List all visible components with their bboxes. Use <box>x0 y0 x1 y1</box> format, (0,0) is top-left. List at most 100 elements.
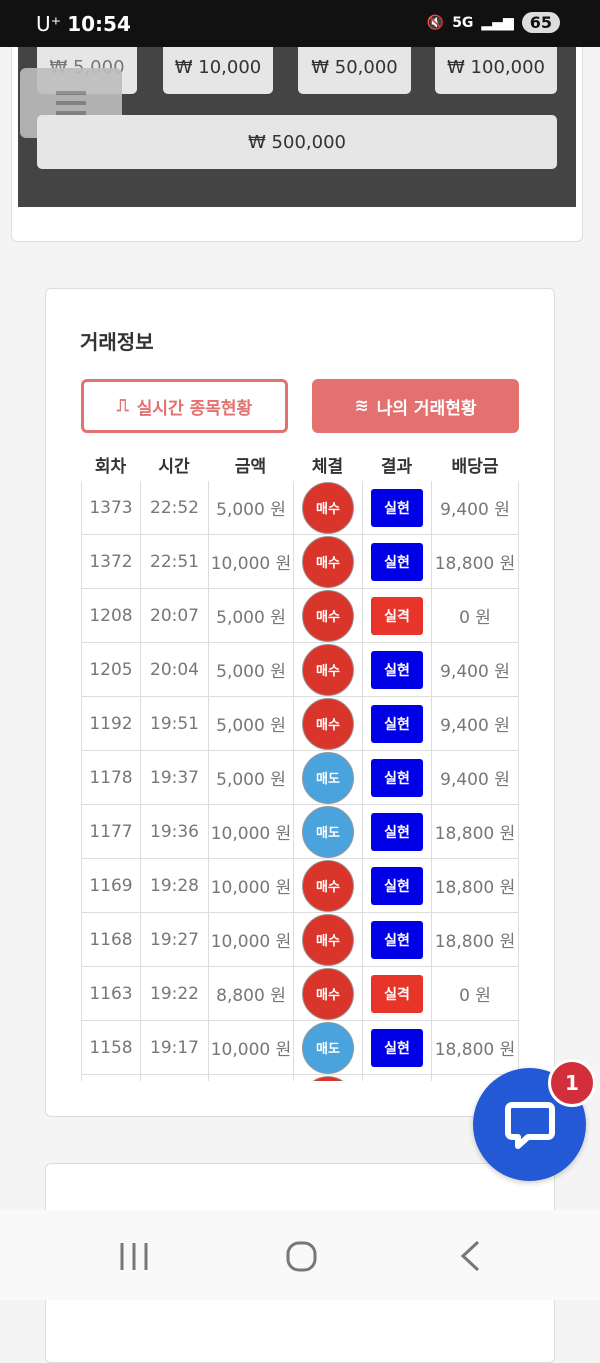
cell-execution: 매수 <box>293 859 362 912</box>
cell-payout: 9,400 원 <box>431 697 519 750</box>
table-row: 1373 22:52 5,000 원 매수 실현 9,400 원 <box>81 481 519 535</box>
cell-result: 실현 <box>362 535 431 588</box>
col-amount: 금액 <box>234 457 267 477</box>
table-row: 1178 19:37 5,000 원 매도 실현 9,400 원 <box>81 751 519 805</box>
clock: 10:54 <box>67 11 131 36</box>
col-time: 시간 <box>158 457 190 477</box>
amount-50000-button[interactable]: ₩ 50,000 <box>298 40 411 94</box>
cell-time: 19:37 <box>140 751 208 804</box>
buy-badge: 매수 <box>302 913 354 966</box>
cell-round: 1178 <box>81 751 140 804</box>
cell-payout: 18,800 원 <box>431 1021 519 1074</box>
cell-payout: 9,400 원 <box>431 643 519 696</box>
cell-amount: 10,000 원 <box>208 535 293 588</box>
result-badge: 실현 <box>371 488 423 527</box>
cell-payout: 9,400 원 <box>431 481 519 534</box>
cell-payout: 9,400 원 <box>431 751 519 804</box>
cell-time: 19:28 <box>140 859 208 912</box>
cell-result: 실현 <box>362 751 431 804</box>
trade-table[interactable]: 1373 22:52 5,000 원 매수 실현 9,400 원 1372 22:51 10,0… <box>81 481 519 1081</box>
cell-payout: 18,800 원 <box>431 535 519 588</box>
cell-payout: 18,800 원 <box>431 859 519 912</box>
recents-icon[interactable] <box>120 1243 148 1270</box>
hamburger-icon <box>56 91 86 95</box>
buy-badge: 매수 <box>302 1075 354 1081</box>
cell-execution: 매수 <box>293 643 362 696</box>
carrier: U⁺ <box>36 11 62 36</box>
cell-result: 실격 <box>362 1075 431 1081</box>
table-row: 1177 19:36 10,000 원 매도 실현 18,800 원 <box>81 805 519 859</box>
table-row: 1372 22:51 10,000 원 매수 실현 18,800 원 <box>81 535 519 589</box>
cell-execution: 매도 <box>293 805 362 858</box>
table-row: 1169 19:28 10,000 원 매수 실현 18,800 원 <box>81 859 519 913</box>
cell-round: 1208 <box>81 589 140 642</box>
cell-execution: 매수 <box>293 535 362 588</box>
cell-round: 1373 <box>81 481 140 534</box>
col-round: 회차 <box>94 457 127 477</box>
cell-result: 실현 <box>362 643 431 696</box>
home-icon[interactable] <box>286 1241 317 1272</box>
cell-result: 실현 <box>362 1021 431 1074</box>
amount-500000-button[interactable]: ₩ 500,000 <box>37 115 557 169</box>
cell-time <box>140 1075 208 1081</box>
cell-amount: 5,000 원 <box>208 643 293 696</box>
battery-indicator: 65 <box>521 12 560 33</box>
cell-time: 20:07 <box>140 589 208 642</box>
table-row: 1158 19:17 10,000 원 매도 실현 18,800 원 <box>81 1021 519 1075</box>
table-row: 매수 실격 <box>81 1075 519 1081</box>
amount-10000-button[interactable]: ₩ 10,000 <box>163 40 273 94</box>
cell-payout: 0 원 <box>431 589 519 642</box>
back-icon[interactable] <box>460 1240 480 1272</box>
mute-icon: 🔇 <box>426 14 445 31</box>
chat-badge: 1 <box>548 1059 596 1107</box>
chat-bubble-icon <box>504 1101 555 1149</box>
table-row: 1163 19:22 8,800 원 매수 실격 0 원 <box>81 967 519 1021</box>
cell-amount: 5,000 원 <box>208 589 293 642</box>
cell-amount: 5,000 원 <box>208 697 293 750</box>
cell-execution: 매수 <box>293 967 362 1020</box>
cell-time: 19:27 <box>140 913 208 966</box>
cell-amount: 10,000 원 <box>208 913 293 966</box>
cell-amount: 5,000 원 <box>208 481 293 534</box>
sell-badge: 매도 <box>302 805 354 858</box>
cell-execution: 매수 <box>293 589 362 642</box>
cell-execution: 매수 <box>293 1075 362 1081</box>
tab-realtime[interactable]: ⎍ 실시간 종목현황 <box>81 379 288 433</box>
cell-amount: 5,000 원 <box>208 751 293 804</box>
table-row: 1205 20:04 5,000 원 매수 실현 9,400 원 <box>81 643 519 697</box>
cell-result: 실현 <box>362 697 431 750</box>
table-row: 1208 20:07 5,000 원 매수 실격 0 원 <box>81 589 519 643</box>
cell-result: 실현 <box>362 859 431 912</box>
pulse-icon: ⎍ <box>116 396 129 416</box>
cell-round: 1169 <box>81 859 140 912</box>
cell-round: 1177 <box>81 805 140 858</box>
col-payout: 배당금 <box>451 457 499 477</box>
result-badge: 실현 <box>371 704 423 743</box>
list-icon: ≋ <box>354 396 369 416</box>
cell-result: 실격 <box>362 967 431 1020</box>
col-execution: 체결 <box>311 457 344 477</box>
cell-execution: 매수 <box>293 913 362 966</box>
sell-badge: 매도 <box>302 751 354 804</box>
result-badge: 실현 <box>371 650 423 689</box>
cell-round: 1372 <box>81 535 140 588</box>
cell-time: 22:52 <box>140 481 208 534</box>
cell-amount: 10,000 원 <box>208 859 293 912</box>
cell-amount: 8,800 원 <box>208 967 293 1020</box>
tab-label: 실시간 종목현황 <box>136 398 253 419</box>
result-badge: 실격 <box>371 596 423 635</box>
amount-100000-button[interactable]: ₩ 100,000 <box>435 40 557 94</box>
cell-round: 1168 <box>81 913 140 966</box>
table-header: 회차 시간 금액 체결 결과 배당금 <box>81 452 519 477</box>
cell-round: 1205 <box>81 643 140 696</box>
cell-payout: 18,800 원 <box>431 805 519 858</box>
cell-amount: 10,000 원 <box>208 805 293 858</box>
sell-badge: 매도 <box>302 1021 354 1074</box>
result-badge: 실현 <box>371 920 423 959</box>
buy-badge: 매수 <box>302 859 354 912</box>
tab-my-trades[interactable]: ≋ 나의 거래현황 <box>312 379 519 433</box>
result-badge: 실현 <box>371 812 423 851</box>
cell-round: 1192 <box>81 697 140 750</box>
cell-result: 실현 <box>362 805 431 858</box>
cell-payout: 0 원 <box>431 967 519 1020</box>
